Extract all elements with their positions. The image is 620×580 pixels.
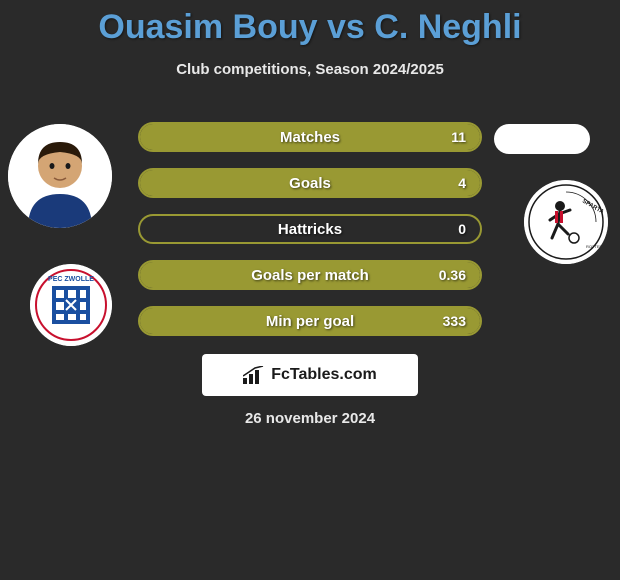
stat-row: Goals 4 xyxy=(138,168,482,198)
stat-label: Goals xyxy=(289,175,331,192)
avatar-placeholder-icon xyxy=(8,124,112,228)
pec-zwolle-badge-icon: PEC ZWOLLE xyxy=(30,264,112,346)
player-right-avatar xyxy=(494,124,590,154)
stat-row: Matches 11 xyxy=(138,122,482,152)
stat-row: Min per goal 333 xyxy=(138,306,482,336)
brand-label: FcTables.com xyxy=(271,366,377,384)
svg-text:PEC ZWOLLE: PEC ZWOLLE xyxy=(48,276,94,283)
stat-value-right: 4 xyxy=(458,175,466,191)
brand-box[interactable]: FcTables.com xyxy=(202,354,418,396)
svg-text:ROTTERDAM: ROTTERDAM xyxy=(586,244,608,249)
stats-container: Matches 11 Goals 4 Hattricks 0 Goals per match… xyxy=(138,122,482,352)
stat-label: Min per goal xyxy=(266,313,354,330)
sparta-badge-icon: SPARTA ROTTERDAM xyxy=(524,180,608,264)
stat-value-right: 0.36 xyxy=(439,267,466,283)
stat-label: Goals per match xyxy=(251,267,369,284)
page-title: Ouasim Bouy vs C. Neghli xyxy=(0,0,620,47)
date-label: 26 november 2024 xyxy=(0,410,620,427)
chart-icon xyxy=(243,366,265,384)
stat-row: Goals per match 0.36 xyxy=(138,260,482,290)
stat-value-right: 0 xyxy=(458,221,466,237)
stat-label: Hattricks xyxy=(278,221,342,238)
subtitle: Club competitions, Season 2024/2025 xyxy=(0,61,620,78)
stat-row: Hattricks 0 xyxy=(138,214,482,244)
player-left-avatar xyxy=(8,124,112,228)
club-badge-right: SPARTA ROTTERDAM xyxy=(524,180,608,264)
stat-value-right: 11 xyxy=(451,129,466,145)
stat-value-right: 333 xyxy=(443,313,466,329)
club-badge-left: PEC ZWOLLE xyxy=(30,264,112,346)
stat-label: Matches xyxy=(280,129,340,146)
